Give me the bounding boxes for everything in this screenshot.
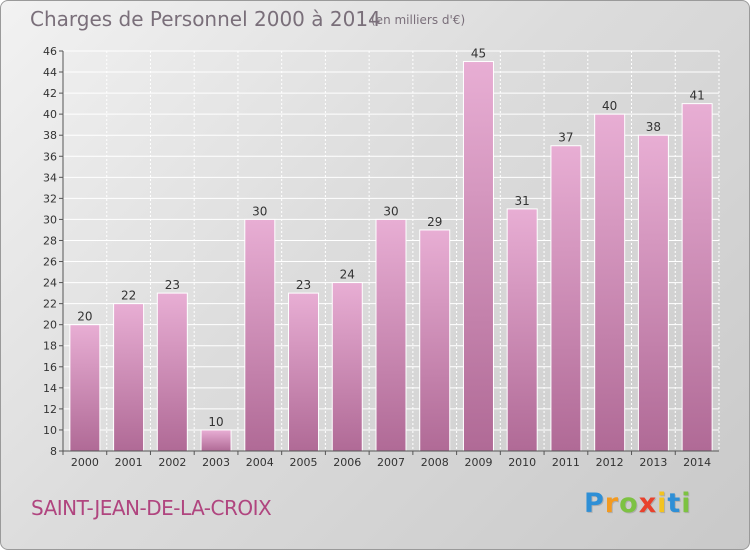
y-tick-label: 36 (43, 150, 57, 163)
y-tick-label: 30 (43, 213, 57, 226)
y-tick-label: 38 (43, 129, 57, 142)
x-tick-label: 2008 (421, 456, 449, 469)
y-tick-label: 8 (50, 445, 57, 458)
axes: 8 10 12 14 16 18 20 22 24 26 28 30 32 34 36 38 40 42 44 46 2… (43, 45, 719, 469)
bar-value-label: 41 (689, 89, 704, 103)
x-tick-label: 2012 (596, 456, 624, 469)
y-tick-label: 32 (43, 192, 57, 205)
proxiti-logo[interactable]: Proxiti (584, 488, 692, 519)
y-tick-label: 42 (43, 87, 57, 100)
bar-value-label: 30 (383, 204, 398, 218)
chart-subtitle: (en milliers d'€) (371, 13, 466, 27)
bar (506, 208, 538, 452)
logo-letter: x (638, 488, 658, 519)
bar (419, 229, 451, 452)
y-tick-label: 20 (43, 319, 57, 332)
bar (550, 145, 582, 452)
logo-letter: i (681, 488, 692, 519)
y-tick-label: 44 (43, 66, 57, 79)
x-tick-label: 2007 (377, 456, 405, 469)
bar-value-label: 31 (515, 194, 530, 208)
x-tick-label: 2002 (158, 456, 186, 469)
bar (288, 292, 320, 452)
x-tick-label: 2013 (639, 456, 667, 469)
logo-letter: r (604, 488, 620, 519)
bar (681, 103, 713, 452)
bar-value-label: 22 (121, 289, 136, 303)
x-tick-label: 2001 (115, 456, 143, 469)
logo-letter: t (667, 488, 682, 519)
y-tick-label: 14 (43, 382, 57, 395)
bar (331, 282, 363, 452)
x-tick-label: 2005 (290, 456, 318, 469)
y-tick-label: 10 (43, 424, 57, 437)
x-tick-label: 2004 (246, 456, 274, 469)
bar (462, 61, 494, 452)
bar-value-label: 38 (646, 120, 661, 134)
y-tick-label: 40 (43, 108, 57, 121)
x-tick-label: 2003 (202, 456, 230, 469)
bar (594, 113, 626, 452)
bar-value-label: 40 (602, 99, 617, 113)
x-tick-label: 2014 (683, 456, 711, 469)
bar-value-label: 23 (296, 278, 311, 292)
y-tick-label: 16 (43, 361, 57, 374)
bar-value-label: 24 (340, 268, 355, 282)
bar-value-label: 29 (427, 215, 442, 229)
bar-value-label: 20 (77, 310, 92, 324)
y-tick-label: 28 (43, 234, 57, 247)
y-tick-label: 12 (43, 403, 57, 416)
x-tick-label: 2006 (333, 456, 361, 469)
logo-letter: o (619, 488, 639, 519)
bar-value-label: 37 (558, 131, 573, 145)
y-tick-label: 18 (43, 340, 57, 353)
x-tick-label: 2010 (508, 456, 536, 469)
bar (200, 429, 232, 452)
x-tick-label: 2011 (552, 456, 580, 469)
commune-name: SAINT-JEAN-DE-LA-CROIX (31, 496, 272, 520)
bar-value-label: 45 (471, 47, 486, 61)
y-tick-label: 26 (43, 256, 57, 269)
bar (244, 218, 276, 452)
y-tick-label: 22 (43, 298, 57, 311)
bar-value-label: 23 (165, 278, 180, 292)
bar (69, 324, 101, 452)
bar (113, 303, 145, 452)
bars: 20 22 23 10 30 23 24 30 29 45 31 37 40 38 41 (69, 47, 713, 452)
x-tick-label: 2009 (464, 456, 492, 469)
y-tick-label: 46 (43, 45, 57, 58)
bar (156, 292, 188, 452)
y-tick-label: 24 (43, 277, 57, 290)
bar (637, 134, 669, 452)
logo-letter: P (584, 488, 605, 519)
logo-letter: i (657, 488, 668, 519)
chart-title: Charges de Personnel 2000 à 2014 (30, 7, 381, 31)
y-tick-label: 34 (43, 171, 57, 184)
bar-value-label: 30 (252, 204, 267, 218)
bar (375, 218, 407, 452)
x-tick-label: 2000 (71, 456, 99, 469)
bar-value-label: 10 (208, 415, 223, 429)
